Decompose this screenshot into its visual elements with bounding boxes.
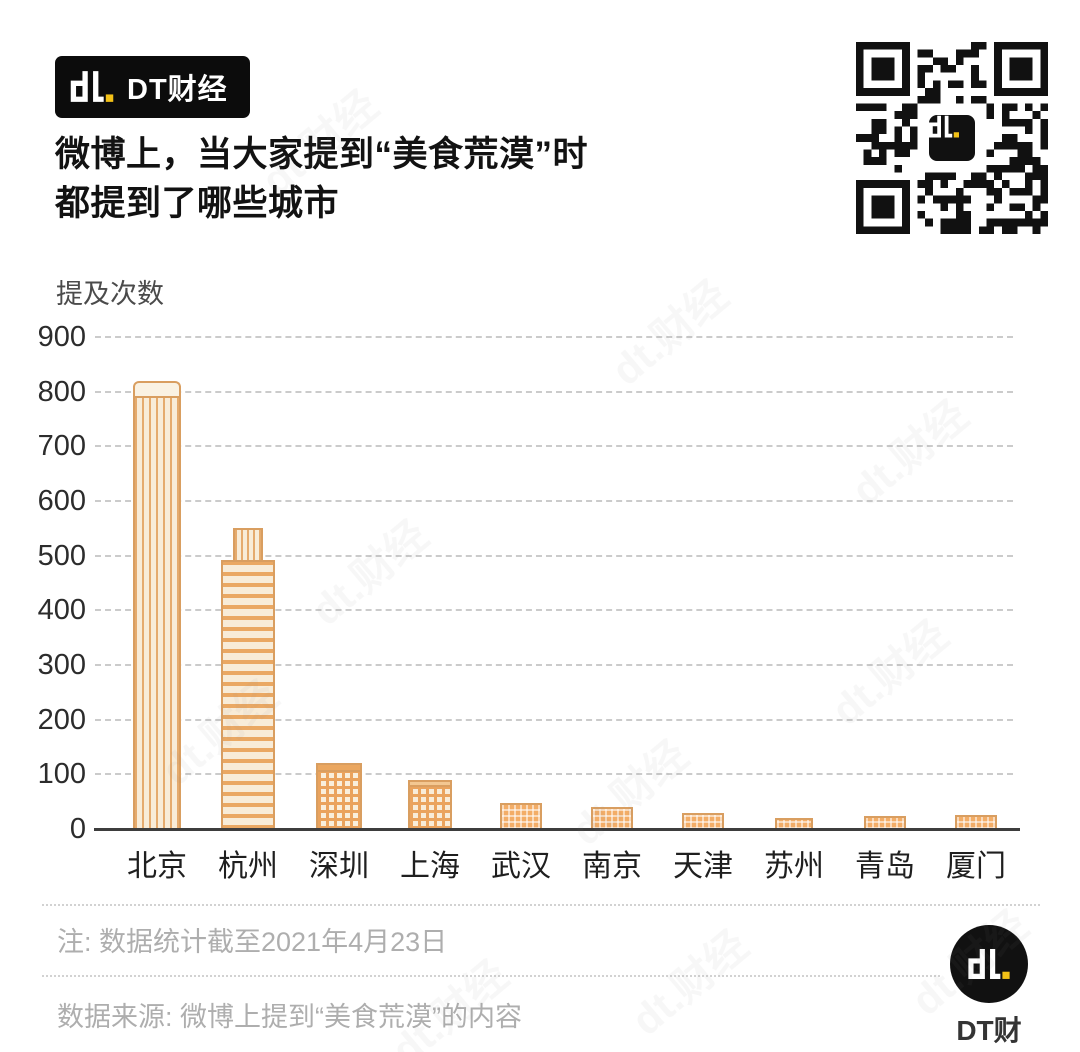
page-title-line2: 都提到了哪些城市 [55, 184, 340, 223]
bar-青岛 [835, 816, 935, 829]
gridline [95, 445, 1013, 448]
y-tick-label: 200 [37, 703, 86, 736]
building-crown [233, 528, 263, 560]
gridline [95, 500, 1013, 502]
gridline [95, 664, 1013, 666]
brand-badge: DT财经 [55, 56, 250, 118]
bar-厦门 [926, 815, 1026, 829]
bar-杭州 [198, 528, 298, 829]
x-axis-label: 苏州 [764, 850, 824, 883]
x-axis-label: 北京 [127, 850, 187, 883]
footer-divider-bottom [42, 975, 940, 977]
building-crown [408, 780, 452, 785]
x-axis-label: 武汉 [491, 850, 551, 883]
qr-pattern-icon [856, 42, 1048, 234]
gridline [95, 609, 1013, 612]
watermark: dt.财经 [562, 731, 697, 855]
dt-logo-icon [929, 115, 959, 138]
footer-brand: DT财经 [944, 925, 1034, 1052]
gridline [95, 554, 1013, 557]
y-tick-label: 800 [37, 375, 86, 408]
x-axis-label: 青岛 [855, 850, 915, 883]
building-crown [316, 763, 362, 770]
y-tick-label: 900 [37, 321, 86, 353]
gridline [95, 336, 1013, 338]
building-body [221, 560, 275, 829]
building-body [864, 816, 906, 829]
building-body [682, 813, 724, 829]
watermark: dt.财经 [302, 511, 437, 635]
footer-brand-name: DT财经 [956, 1015, 1022, 1046]
y-tick-label: 0 [69, 813, 86, 845]
qr-code [856, 42, 1048, 234]
building-body [408, 785, 452, 829]
page-title-line1: 微博上，当大家提到“美食荒漠”时 [55, 135, 589, 174]
building-bar [955, 815, 997, 829]
building-bar [133, 381, 181, 829]
building-body [775, 818, 813, 829]
watermark: dt.财经 [622, 921, 757, 1045]
building-body [955, 815, 997, 829]
building-body [316, 770, 362, 829]
bar-武汉 [471, 803, 571, 829]
building-bar [591, 807, 633, 829]
x-axis-line [94, 828, 1020, 831]
building-bar [221, 528, 275, 829]
y-tick-label: 600 [37, 485, 86, 517]
dt-logo-icon [968, 948, 1010, 979]
building-body [133, 396, 181, 829]
y-tick-label: 500 [37, 539, 86, 572]
data-source: 数据来源: 微博上提到“美食荒漠”的内容 [57, 1002, 522, 1032]
building-crown [133, 381, 181, 396]
x-axis-label: 天津 [673, 850, 733, 883]
y-axis-title: 提及次数 [56, 279, 164, 309]
x-axis-label: 深圳 [309, 850, 369, 883]
y-tick-label: 100 [37, 758, 86, 791]
qr-center-logo [926, 112, 978, 164]
x-axis-label: 厦门 [946, 850, 1006, 883]
dt-logo-icon [70, 71, 114, 102]
building-bar [500, 803, 542, 829]
building-body [500, 803, 542, 829]
watermark: dt.财经 [822, 611, 957, 735]
x-axis-label: 杭州 [218, 850, 278, 883]
y-tick-label: 300 [37, 649, 86, 681]
bar-苏州 [744, 818, 844, 829]
y-tick-label: 700 [37, 430, 86, 463]
gridline [95, 773, 1013, 776]
building-bar [408, 780, 452, 829]
bar-天津 [653, 813, 753, 829]
building-bar [775, 818, 813, 829]
watermark: dt.财经 [842, 391, 977, 515]
gridline [95, 718, 1013, 721]
y-tick-label: 400 [37, 594, 86, 627]
dt-logo-circle-icon [950, 925, 1028, 1003]
x-axis-label: 南京 [582, 850, 642, 883]
building-bar [682, 813, 724, 829]
bar-深圳 [289, 763, 389, 829]
brand-name: DT财经 [127, 74, 228, 106]
gridline [95, 390, 1013, 393]
building-body [591, 807, 633, 829]
footer-divider-top [42, 904, 1040, 906]
x-axis-label: 上海 [400, 850, 460, 883]
building-bar [316, 763, 362, 829]
page-title: 微博上，当大家提到“美食荒漠”时 都提到了哪些城市 [55, 130, 588, 228]
watermark: dt.财经 [602, 271, 737, 395]
bar-南京 [562, 807, 662, 829]
bar-北京 [107, 381, 207, 829]
footnote: 注: 数据统计截至2021年4月23日 [57, 927, 448, 957]
building-bar [864, 816, 906, 829]
bar-上海 [380, 780, 480, 829]
